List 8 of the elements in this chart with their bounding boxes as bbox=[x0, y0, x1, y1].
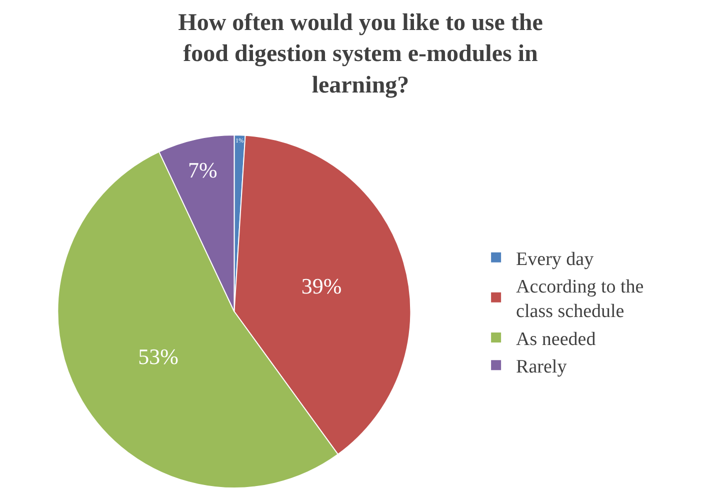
legend-label: As needed bbox=[516, 328, 596, 350]
data-label: 53% bbox=[138, 344, 178, 369]
legend-label: According to the class schedule bbox=[516, 276, 644, 322]
data-label: 7% bbox=[188, 158, 218, 183]
chart-title: How often would you like to use the food digestion system e-modules in learning? bbox=[178, 10, 544, 98]
data-label: 39% bbox=[301, 274, 342, 299]
legend-label: Rarely bbox=[516, 356, 568, 378]
legend-label: Every day bbox=[516, 248, 594, 270]
